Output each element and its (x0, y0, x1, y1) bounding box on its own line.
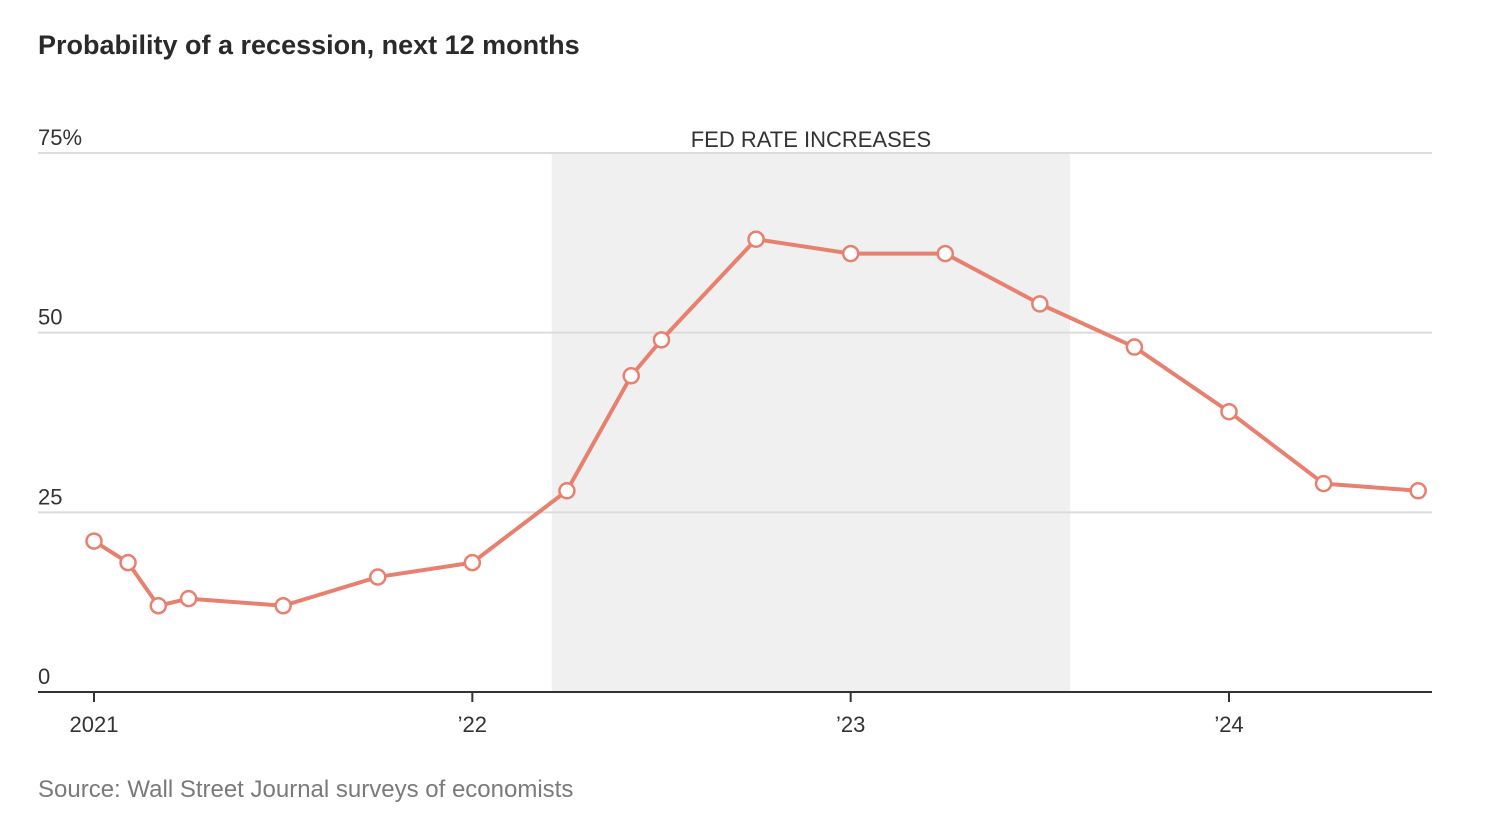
data-point (1314, 474, 1333, 493)
data-point (558, 482, 576, 500)
data-point (274, 597, 292, 615)
x-axis: 2021 ’22 ’23 ’24 (38, 691, 1432, 737)
y-axis-labels: 0 25 50 75% (38, 125, 82, 689)
data-point (369, 568, 387, 586)
data-point (149, 597, 168, 615)
fed-rate-increase-band (551, 153, 1071, 692)
chart-title: Probability of a recession, next 12 mont… (38, 30, 580, 60)
source-note: Source: Wall Street Journal surveys of e… (38, 776, 574, 803)
band-label: FED RATE INCREASES (691, 127, 931, 152)
data-point (936, 244, 954, 263)
data-point (841, 244, 860, 263)
gridlines (38, 152, 1432, 514)
data-point (1031, 295, 1049, 313)
y-tick-label: 75% (38, 125, 82, 150)
y-tick-label: 25 (38, 484, 62, 509)
data-point (85, 532, 103, 550)
y-tick-label: 0 (38, 664, 50, 689)
data-points (85, 230, 1427, 615)
data-point (1220, 402, 1238, 421)
data-point (747, 230, 765, 248)
data-point (1409, 482, 1427, 500)
data-point (119, 553, 137, 572)
x-tick-label: ’22 (458, 712, 487, 737)
y-tick-label: 50 (38, 305, 62, 330)
data-point (179, 589, 198, 608)
x-tick-label: 2021 (70, 712, 119, 737)
x-tick-label: ’24 (1214, 712, 1243, 737)
data-point (652, 331, 671, 349)
data-point (622, 367, 640, 385)
data-point (463, 553, 482, 572)
x-tick-label: ’23 (836, 712, 865, 737)
data-point (1125, 338, 1144, 356)
